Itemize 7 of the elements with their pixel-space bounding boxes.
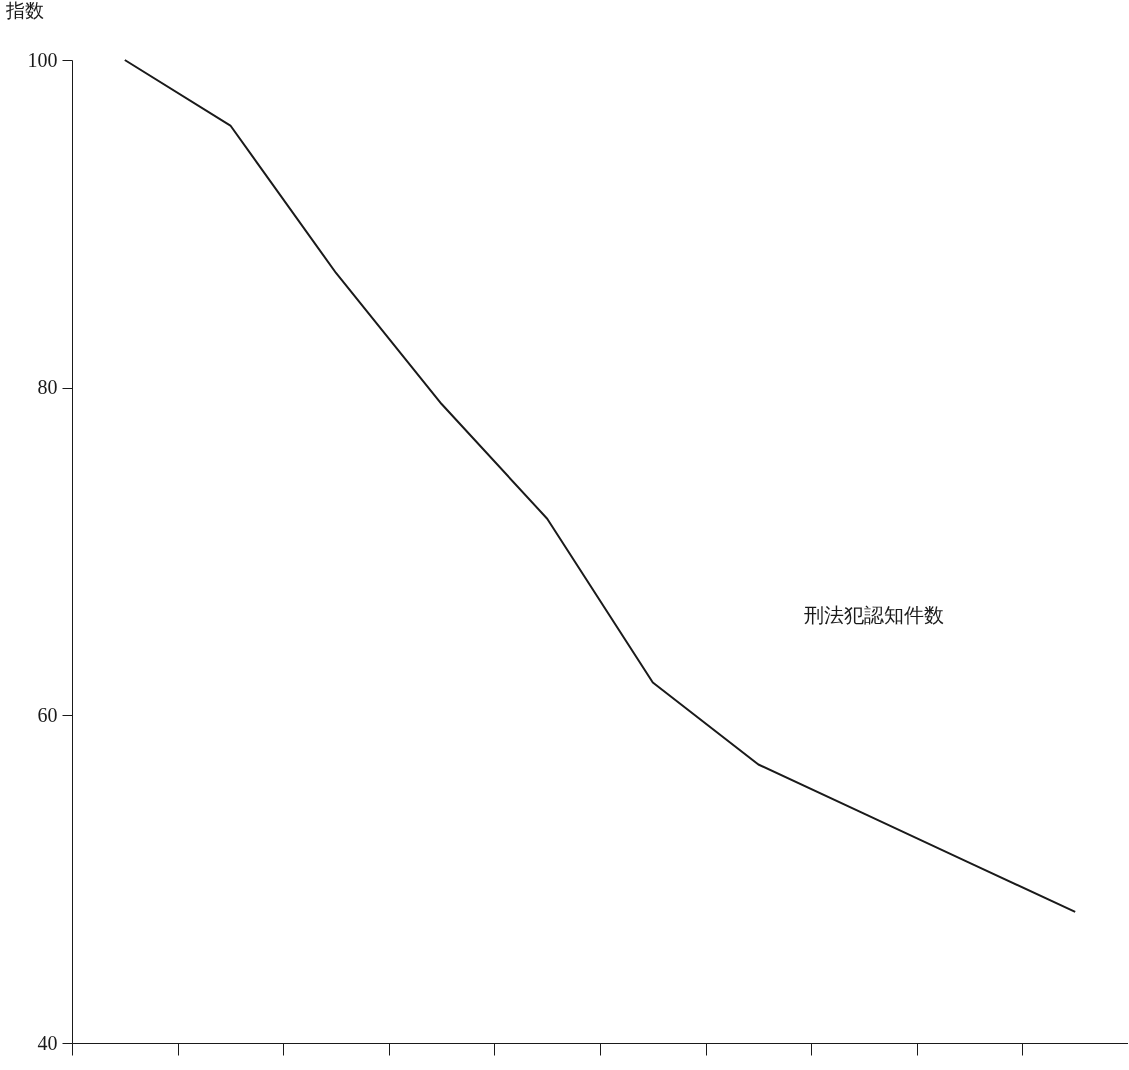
line-series: [123, 59, 1077, 913]
y-tick-label: 100: [27, 48, 58, 71]
y-tick-label: 60: [37, 703, 58, 726]
y-tick-label: 40: [37, 1031, 58, 1054]
y-tick-label: 80: [37, 376, 58, 399]
text: 刑法犯認知件数: [804, 603, 944, 627]
y-axis-title: 指数: [4, 0, 44, 21]
